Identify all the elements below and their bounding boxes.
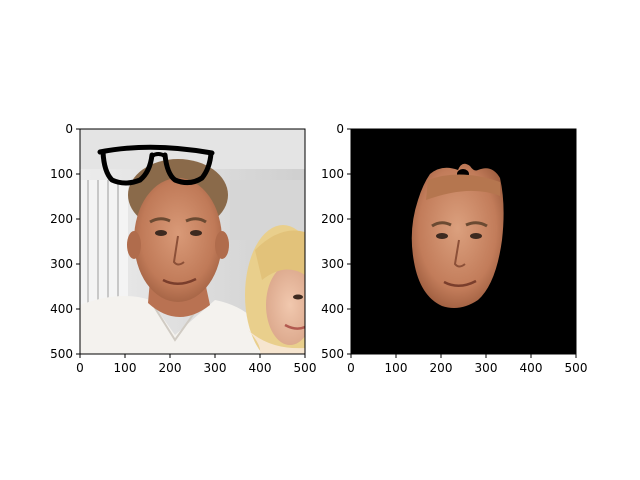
left-xtick-label: 300	[204, 361, 227, 375]
right-ytick-label: 100	[321, 167, 344, 181]
left-xtick-label: 100	[114, 361, 137, 375]
right-ytick-label: 300	[321, 257, 344, 271]
left-xtick-label: 400	[249, 361, 272, 375]
right-xtick-label: 400	[520, 361, 543, 375]
left-xtick-label: 0	[76, 361, 84, 375]
right-ytick-label: 200	[321, 212, 344, 226]
right-photo	[351, 129, 576, 354]
right-ytick-label: 500	[321, 347, 344, 361]
glasses-overlay	[97, 144, 215, 186]
right-ytick-label: 400	[321, 302, 344, 316]
right-xtick-label: 100	[385, 361, 408, 375]
right-xtick-label: 500	[565, 361, 588, 375]
background-door	[80, 180, 128, 310]
segmented-face	[411, 163, 504, 308]
left-ytick-label: 300	[50, 257, 73, 271]
man-shirt	[80, 296, 262, 354]
right-ytick-label: 0	[336, 122, 344, 136]
left-axes-frame	[79, 128, 306, 355]
left-ytick-label: 0	[65, 122, 73, 136]
right-xtick-label: 200	[430, 361, 453, 375]
right-xtick-label: 300	[475, 361, 498, 375]
left-ytick-label: 500	[50, 347, 73, 361]
left-photo	[80, 129, 305, 354]
left-xtick-label: 500	[294, 361, 317, 375]
left-xtick-label: 200	[159, 361, 182, 375]
left-ytick-label: 200	[50, 212, 73, 226]
right-xtick-label: 0	[347, 361, 355, 375]
left-ytick-label: 100	[50, 167, 73, 181]
right-axes-frame	[350, 128, 577, 355]
left-ytick-label: 400	[50, 302, 73, 316]
woman	[245, 225, 305, 354]
